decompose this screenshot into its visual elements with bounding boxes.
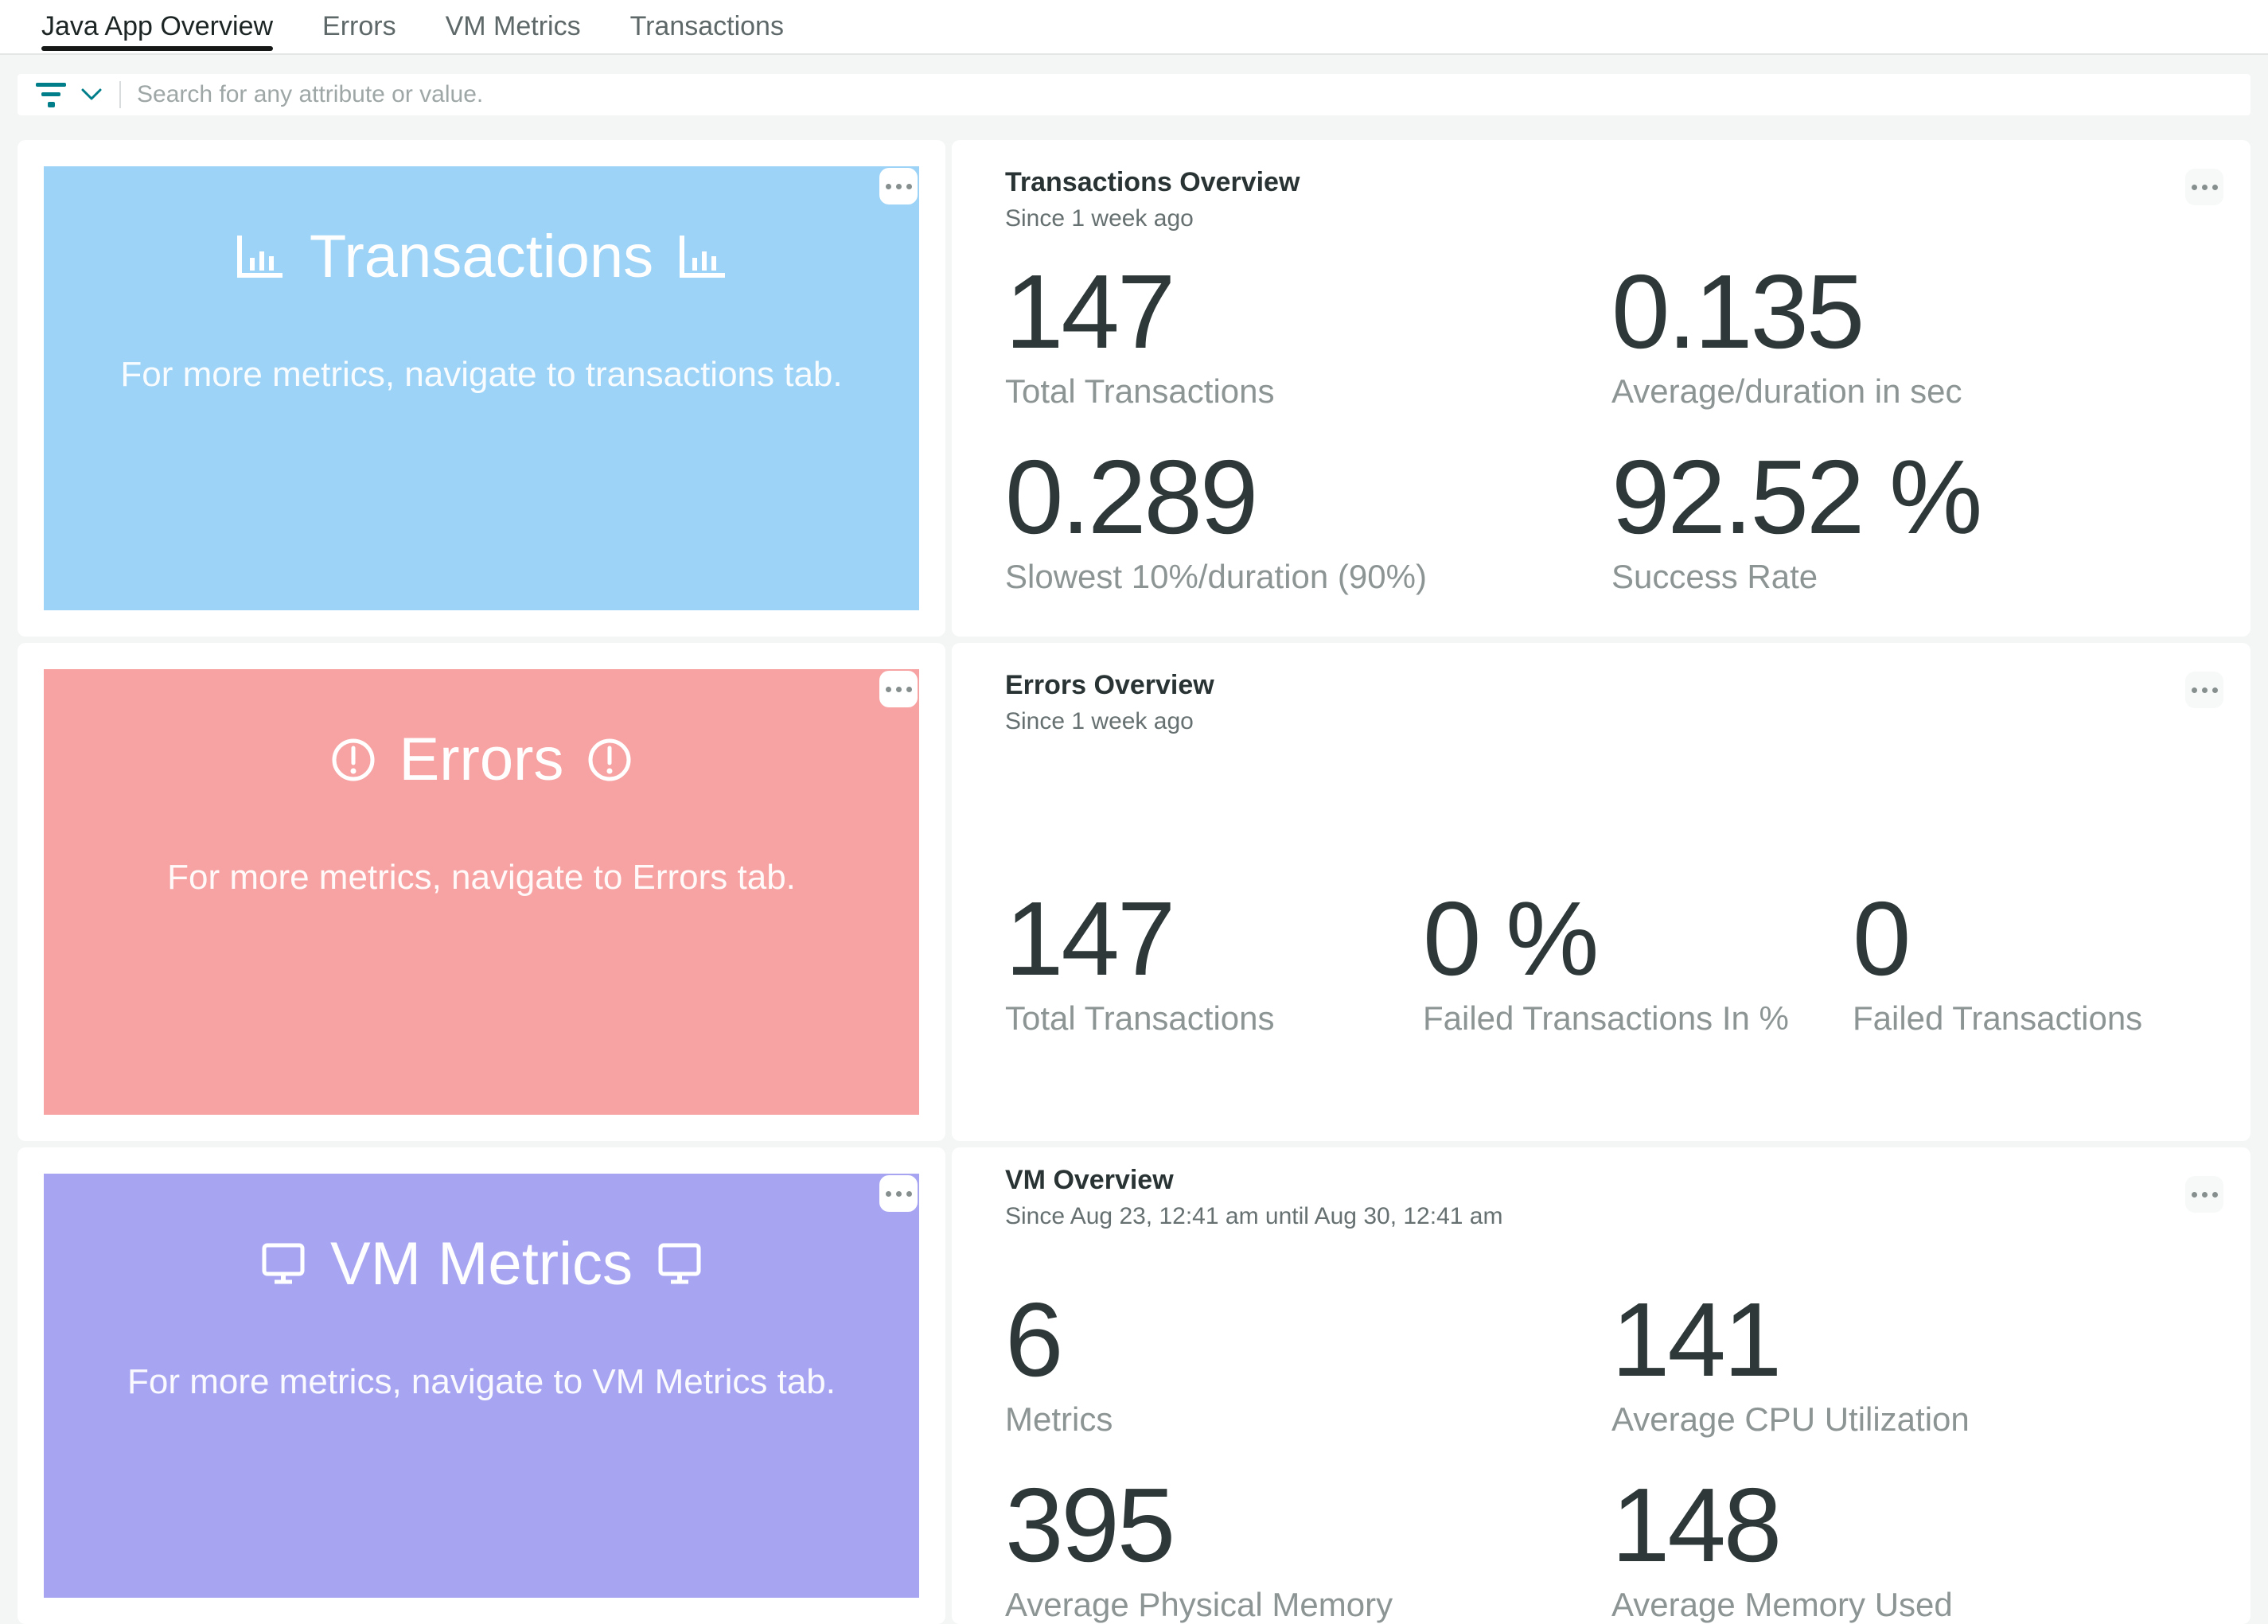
card-title: Transactions Overview bbox=[1005, 167, 1300, 197]
tab-errors[interactable]: Errors bbox=[322, 11, 396, 41]
metrics-grid: 147 Total Transactions 0.135 Average/dur… bbox=[1005, 259, 2219, 596]
metric: 92.52 % Success Rate bbox=[1611, 445, 2219, 596]
search-bar bbox=[18, 74, 2250, 115]
metric-value: 0 % bbox=[1423, 880, 1599, 997]
metric-value: 0.289 bbox=[1005, 438, 1258, 555]
metric: 147 Total Transactions bbox=[1005, 886, 1423, 1038]
card-title: Errors Overview bbox=[1005, 670, 1214, 700]
ellipsis-icon bbox=[2191, 687, 2197, 693]
card-time-range: Since 1 week ago bbox=[1005, 205, 1194, 232]
ellipsis-icon bbox=[885, 686, 891, 692]
transactions-banner[interactable]: Transactions For more metrics, navigate … bbox=[44, 166, 919, 610]
metric: 0 Failed Transactions bbox=[1853, 886, 2219, 1038]
ellipsis-icon bbox=[2191, 184, 2197, 190]
transactions-banner-card: Transactions For more metrics, navigate … bbox=[18, 140, 945, 637]
vm-overview-card: VM Overview Since Aug 23, 12:41 am until… bbox=[952, 1147, 2250, 1624]
ellipsis-icon bbox=[885, 183, 891, 189]
search-input[interactable] bbox=[137, 81, 2233, 108]
filter-icon[interactable] bbox=[35, 82, 67, 107]
metric-label: Total Transactions bbox=[1005, 999, 1275, 1037]
errors-overview-card: Errors Overview Since 1 week ago 147 Tot… bbox=[952, 643, 2250, 1141]
card-menu-button[interactable] bbox=[2185, 1176, 2223, 1213]
bar-chart-icon bbox=[236, 235, 283, 278]
metric-label: Success Rate bbox=[1611, 558, 1818, 595]
transactions-overview-card: Transactions Overview Since 1 week ago 1… bbox=[952, 140, 2250, 637]
metrics-grid: 147 Total Transactions 0 % Failed Transa… bbox=[1005, 886, 2219, 1038]
monitor-icon bbox=[262, 1243, 305, 1283]
banner-title: Errors bbox=[44, 669, 919, 794]
card-menu-button[interactable] bbox=[2185, 672, 2223, 708]
monitor-icon bbox=[658, 1243, 701, 1283]
ellipsis-icon bbox=[2191, 1191, 2197, 1198]
metric-value: 148 bbox=[1611, 1466, 1782, 1583]
row-vm-metrics: VM Metrics For more metrics, navigate to… bbox=[18, 1147, 2250, 1624]
card-menu-button[interactable] bbox=[879, 168, 918, 204]
metric-label: Total Transactions bbox=[1005, 372, 1275, 410]
card-menu-button[interactable] bbox=[879, 671, 918, 707]
ellipsis-icon bbox=[885, 1190, 891, 1197]
tab-transactions[interactable]: Transactions bbox=[629, 11, 784, 41]
metric: 0.289 Slowest 10%/duration (90%) bbox=[1005, 445, 1611, 596]
errors-banner[interactable]: Errors For more metrics, navigate to Err… bbox=[44, 669, 919, 1115]
banner-subtitle: For more metrics, navigate to VM Metrics… bbox=[127, 1362, 836, 1401]
top-nav: Java App Overview Errors VM Metrics Tran… bbox=[0, 0, 2268, 55]
card-menu-button[interactable] bbox=[2185, 169, 2223, 205]
metrics-grid: 6 Metrics 141 Average CPU Utilization 39… bbox=[1005, 1287, 2219, 1624]
vm-banner-card: VM Metrics For more metrics, navigate to… bbox=[18, 1147, 945, 1624]
banner-title-text: Transactions bbox=[309, 223, 654, 290]
banner-title-text: VM Metrics bbox=[330, 1230, 633, 1298]
banner-title: Transactions bbox=[44, 166, 919, 291]
banner-subtitle: For more metrics, navigate to transactio… bbox=[120, 355, 843, 394]
alert-circle-icon bbox=[588, 738, 631, 781]
metric-label: Slowest 10%/duration (90%) bbox=[1005, 558, 1427, 595]
chevron-down-icon[interactable] bbox=[81, 88, 102, 101]
bar-chart-icon bbox=[680, 235, 726, 278]
metric: 0 % Failed Transactions In % bbox=[1423, 886, 1853, 1038]
metric-value: 147 bbox=[1005, 253, 1175, 370]
metric-label: Average Memory Used bbox=[1611, 1586, 1953, 1623]
banner-subtitle: For more metrics, navigate to Errors tab… bbox=[167, 858, 796, 897]
metric-label: Average CPU Utilization bbox=[1611, 1400, 1970, 1438]
metric-value: 141 bbox=[1611, 1281, 1782, 1398]
card-time-range: Since 1 week ago bbox=[1005, 708, 1194, 734]
metric: 0.135 Average/duration in sec bbox=[1611, 259, 2219, 411]
metric: 395 Average Physical Memory bbox=[1005, 1473, 1611, 1624]
banner-title: VM Metrics bbox=[44, 1174, 919, 1299]
row-errors: Errors For more metrics, navigate to Err… bbox=[18, 643, 2250, 1141]
metric-value: 0.135 bbox=[1611, 253, 1865, 370]
alert-circle-icon bbox=[332, 738, 375, 781]
vm-metrics-banner[interactable]: VM Metrics For more metrics, navigate to… bbox=[44, 1174, 919, 1598]
search-divider bbox=[119, 81, 121, 108]
banner-title-text: Errors bbox=[399, 726, 564, 793]
row-transactions: Transactions For more metrics, navigate … bbox=[18, 140, 2250, 637]
metric-value: 147 bbox=[1005, 880, 1175, 997]
metric-label: Average Physical Memory bbox=[1005, 1586, 1393, 1623]
metric: 148 Average Memory Used bbox=[1611, 1473, 2219, 1624]
card-title: VM Overview bbox=[1005, 1165, 1174, 1195]
metric-value: 6 bbox=[1005, 1281, 1063, 1398]
metric-label: Metrics bbox=[1005, 1400, 1113, 1438]
dashboard: Transactions For more metrics, navigate … bbox=[18, 140, 2250, 1624]
metric-label: Failed Transactions In % bbox=[1423, 999, 1789, 1037]
card-menu-button[interactable] bbox=[879, 1175, 918, 1212]
tab-vm-metrics[interactable]: VM Metrics bbox=[445, 11, 581, 41]
metric-value: 92.52 % bbox=[1611, 438, 1982, 555]
card-time-range: Since Aug 23, 12:41 am until Aug 30, 12:… bbox=[1005, 1203, 1503, 1229]
metric-label: Average/duration in sec bbox=[1611, 372, 1962, 410]
metric: 147 Total Transactions bbox=[1005, 259, 1611, 411]
metric: 141 Average CPU Utilization bbox=[1611, 1287, 2219, 1439]
metric-value: 395 bbox=[1005, 1466, 1175, 1583]
metric-label: Failed Transactions bbox=[1853, 999, 2143, 1037]
metric-value: 0 bbox=[1853, 880, 1911, 997]
metric: 6 Metrics bbox=[1005, 1287, 1611, 1439]
errors-banner-card: Errors For more metrics, navigate to Err… bbox=[18, 643, 945, 1141]
tab-java-app-overview[interactable]: Java App Overview bbox=[41, 0, 274, 53]
